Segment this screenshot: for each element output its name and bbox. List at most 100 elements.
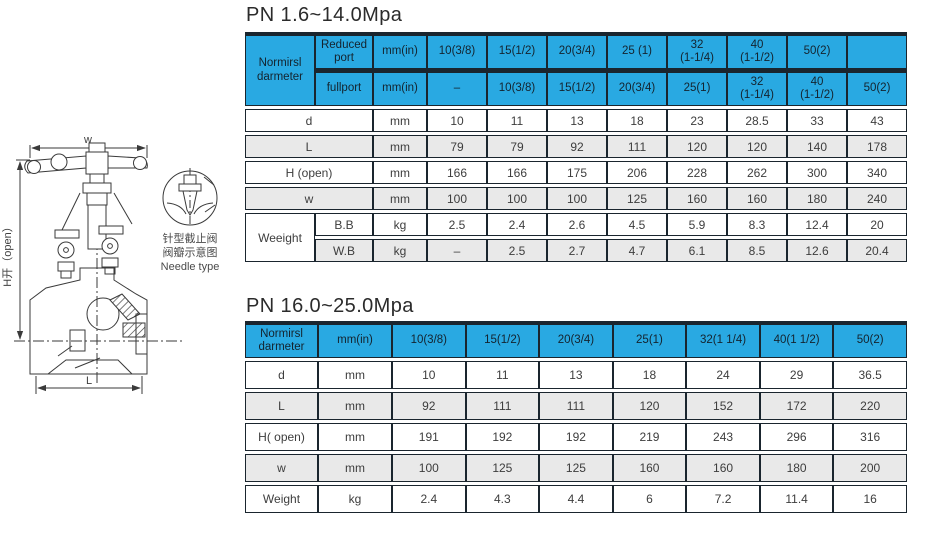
dim-l-label: L: [86, 375, 92, 387]
size-header: –: [427, 72, 487, 106]
cell: 20.4: [847, 239, 907, 262]
cell: 120: [667, 135, 727, 158]
cell: 120: [612, 392, 687, 420]
cell: 2.6: [547, 213, 607, 236]
full-port-header: fullport: [315, 72, 373, 106]
cell: 178: [847, 135, 907, 158]
cell: 262: [727, 161, 787, 184]
size-header: 25(1): [612, 324, 687, 358]
row-label: w: [245, 187, 373, 210]
size-header: 15(1/2): [547, 72, 607, 106]
cell: 219: [612, 423, 687, 451]
cell: 13: [539, 361, 613, 389]
cell: 7.2: [686, 485, 760, 513]
cell: 111: [465, 392, 540, 420]
handwheel: [24, 142, 148, 175]
size-header: 15(1/2): [487, 35, 547, 69]
unit-header: mm(in): [318, 324, 392, 358]
cell: 36.5: [833, 361, 907, 389]
nominal-diameter-header: Normirsl darmeter: [245, 324, 318, 358]
row-unit: mm: [318, 392, 392, 420]
cell: 125: [465, 454, 540, 482]
row-label: L: [245, 135, 373, 158]
cell: 4.4: [539, 485, 613, 513]
cell: 111: [607, 135, 667, 158]
cell: 28.5: [727, 109, 787, 132]
cell: 16: [833, 485, 907, 513]
row-unit: mm: [318, 454, 392, 482]
cell: 296: [759, 423, 834, 451]
detail-caption-line3: Needle type: [161, 261, 220, 273]
dimension-l: [35, 376, 143, 394]
size-header: 32 (1-1/4): [727, 72, 787, 106]
size-header: 32(1 1/4): [686, 324, 760, 358]
cell: 152: [686, 392, 760, 420]
cell: 192: [539, 423, 613, 451]
row-unit: kg: [373, 239, 427, 262]
cell: 10: [392, 361, 466, 389]
cell: 20: [847, 213, 907, 236]
cell: 2.5: [427, 213, 487, 236]
cell: 220: [833, 392, 907, 420]
cell: 243: [686, 423, 760, 451]
row-label: H( open): [245, 423, 318, 451]
size-header: 20(3/4): [607, 72, 667, 106]
row-label: d: [245, 109, 373, 132]
reduced-port-header: Reduced port: [315, 35, 373, 69]
cell: 191: [392, 423, 466, 451]
bonnet-bolts: [54, 225, 124, 279]
cell: 4.7: [607, 239, 667, 262]
cell: 4.5: [607, 213, 667, 236]
cell: 10: [427, 109, 487, 132]
cell: 300: [787, 161, 847, 184]
size-header: 10(3/8): [392, 324, 466, 358]
pn-low-pressure-table: Normirsl darmeter Reduced port mm(in) 10…: [245, 32, 907, 265]
row-label: B.B: [315, 213, 373, 236]
cell: 180: [787, 187, 847, 210]
row-unit: mm: [318, 361, 392, 389]
cell: 18: [612, 361, 687, 389]
cell: 100: [427, 187, 487, 210]
size-header: 40(1 1/2): [759, 324, 834, 358]
size-header: 20(3/4): [547, 35, 607, 69]
cell: 6.1: [667, 239, 727, 262]
detail-caption-line1: 针型截止阀: [163, 231, 218, 245]
cell: 228: [667, 161, 727, 184]
cell: 92: [392, 392, 466, 420]
size-header: 50(2): [847, 72, 907, 106]
unit-header: mm(in): [373, 35, 427, 69]
size-header: 50(2): [833, 324, 907, 358]
cell: 11.4: [759, 485, 834, 513]
size-header: [847, 35, 907, 69]
unit-header: mm(in): [373, 72, 427, 106]
cell: 8.5: [727, 239, 787, 262]
cell: 79: [487, 135, 547, 158]
cell: 2.5: [487, 239, 547, 262]
table2-title: PN 16.0~25.0Mpa: [246, 295, 414, 317]
cell: 5.9: [667, 213, 727, 236]
cell: –: [427, 239, 487, 262]
cell: 166: [427, 161, 487, 184]
row-unit: mm: [373, 109, 427, 132]
cell: 11: [465, 361, 540, 389]
row-unit: kg: [318, 485, 392, 513]
cell: 18: [607, 109, 667, 132]
cell: 316: [833, 423, 907, 451]
cell: 206: [607, 161, 667, 184]
cell: 2.7: [547, 239, 607, 262]
detail-caption-line2: 阀瓣示意图: [163, 245, 218, 259]
row-label: d: [245, 361, 318, 389]
cell: 160: [727, 187, 787, 210]
size-header: 15(1/2): [465, 324, 540, 358]
weight-group-label: Weeight: [245, 213, 315, 262]
size-header: 50(2): [787, 35, 847, 69]
cell: 200: [833, 454, 907, 482]
size-header: 40 (1-1/2): [787, 72, 847, 106]
cell: 11: [487, 109, 547, 132]
size-header: 10(3/8): [427, 35, 487, 69]
table1-title: PN 1.6~14.0Mpa: [246, 4, 403, 26]
size-header: 25 (1): [607, 35, 667, 69]
cell: 180: [759, 454, 834, 482]
row-label: Weight: [245, 485, 318, 513]
